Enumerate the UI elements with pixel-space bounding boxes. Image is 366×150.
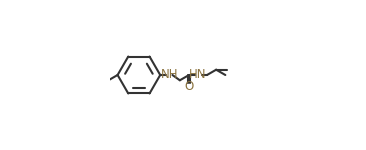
Text: O: O [184,80,194,93]
Text: HN: HN [189,69,207,81]
Text: NH: NH [160,69,178,81]
